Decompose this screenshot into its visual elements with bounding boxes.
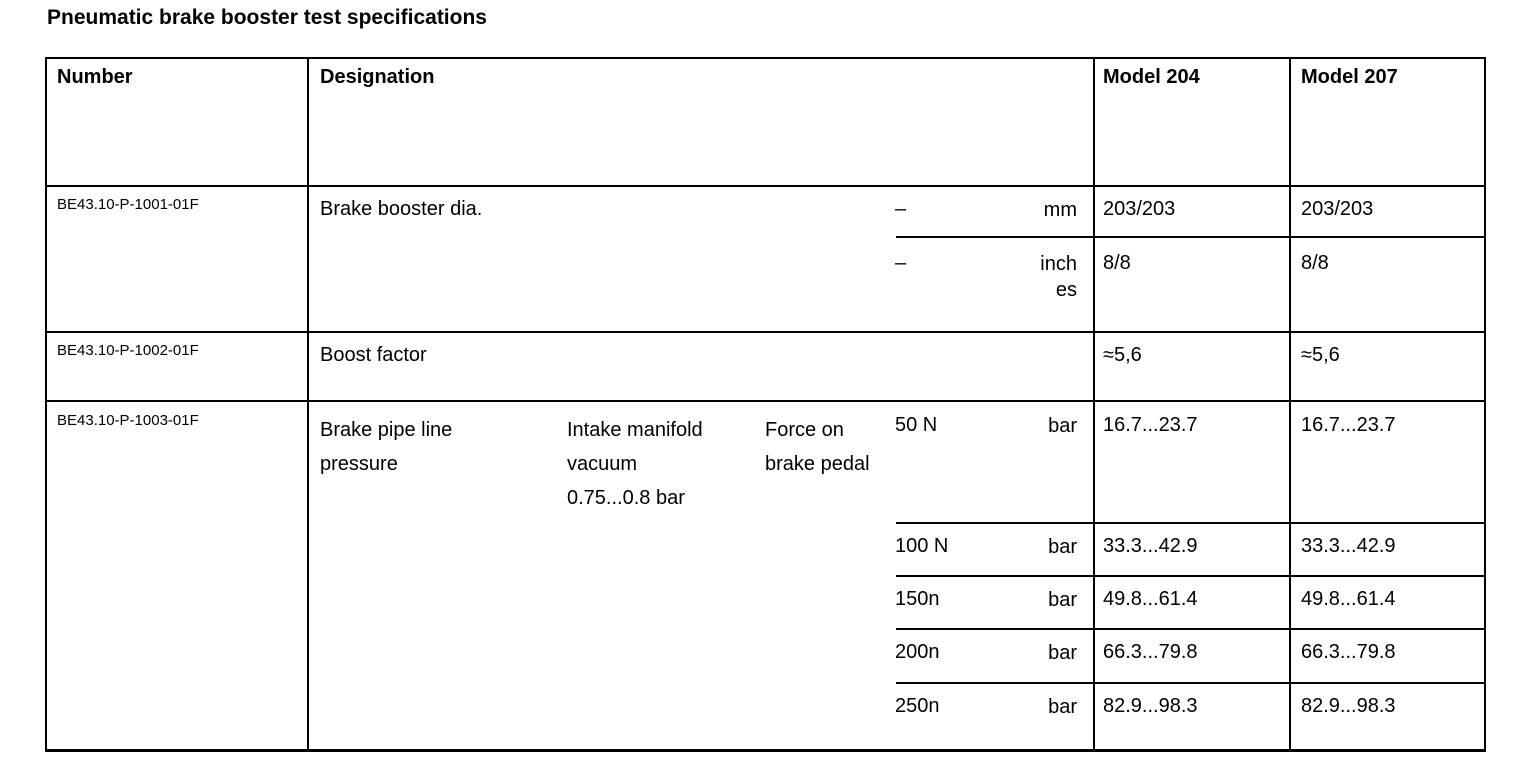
row-force-value: 50 N <box>895 414 938 436</box>
divider <box>1289 57 1291 752</box>
column-header-designation: Designation <box>320 66 435 88</box>
row-designation: Boost factor <box>320 344 427 366</box>
spec-table: Number Designation Model 204 Model 207 B… <box>45 57 1486 752</box>
page-title: Pneumatic brake booster test specificati… <box>47 6 487 29</box>
value-model-204: 16.7...23.7 <box>1103 414 1198 436</box>
row-force-value: 200n <box>895 641 940 663</box>
value-model-204: 8/8 <box>1103 252 1131 274</box>
value-model-204: ≈5,6 <box>1103 344 1142 366</box>
row-force-value: 100 N <box>895 535 949 557</box>
value-model-207: 33.3...42.9 <box>1301 535 1396 557</box>
row-unit: bar <box>1048 589 1077 611</box>
divider <box>45 749 1486 752</box>
divider <box>896 575 1486 577</box>
row-condition: – <box>895 198 907 220</box>
row-unit: bar <box>1048 642 1077 664</box>
value-model-204: 82.9...98.3 <box>1103 695 1198 717</box>
row-force-value: 150n <box>895 588 940 610</box>
row-condition: Force on brake pedal <box>765 419 870 475</box>
divider <box>896 236 1486 238</box>
row-unit: inches <box>1040 253 1077 301</box>
row-qualifier: Intake manifold vacuum 0.75...0.8 bar <box>567 419 703 509</box>
divider <box>896 682 1486 684</box>
value-model-207: ≈5,6 <box>1301 344 1340 366</box>
row-condition: – <box>895 252 907 274</box>
value-model-204: 33.3...42.9 <box>1103 535 1198 557</box>
divider <box>45 331 1486 333</box>
row-unit: bar <box>1048 536 1077 558</box>
column-header-number: Number <box>57 66 133 88</box>
divider <box>896 628 1486 630</box>
row-force-value: 250n <box>895 695 940 717</box>
column-header-model-204: Model 204 <box>1103 66 1200 88</box>
row-unit: mm <box>1043 199 1077 221</box>
value-model-207: 203/203 <box>1301 198 1374 220</box>
divider <box>45 400 1486 402</box>
column-header-model-207: Model 207 <box>1301 66 1398 88</box>
value-model-204: 203/203 <box>1103 198 1176 220</box>
value-model-204: 66.3...79.8 <box>1103 641 1198 663</box>
divider <box>1484 57 1486 752</box>
row-number: BE43.10-P-1001-01F <box>57 196 199 213</box>
row-designation: Brake booster dia. <box>320 198 483 220</box>
divider <box>896 522 1486 524</box>
divider <box>45 185 1486 187</box>
divider <box>45 57 47 752</box>
row-number: BE43.10-P-1002-01F <box>57 342 199 359</box>
divider <box>307 57 309 752</box>
value-model-207: 16.7...23.7 <box>1301 414 1396 436</box>
row-unit: bar <box>1048 415 1077 437</box>
divider <box>1093 57 1095 752</box>
value-model-207: 49.8...61.4 <box>1301 588 1396 610</box>
value-model-207: 82.9...98.3 <box>1301 695 1396 717</box>
value-model-207: 66.3...79.8 <box>1301 641 1396 663</box>
row-designation: Brake pipe line pressure <box>320 419 453 475</box>
row-unit: bar <box>1048 696 1077 718</box>
row-number: BE43.10-P-1003-01F <box>57 412 199 429</box>
value-model-204: 49.8...61.4 <box>1103 588 1198 610</box>
value-model-207: 8/8 <box>1301 252 1329 274</box>
divider <box>45 57 1486 59</box>
